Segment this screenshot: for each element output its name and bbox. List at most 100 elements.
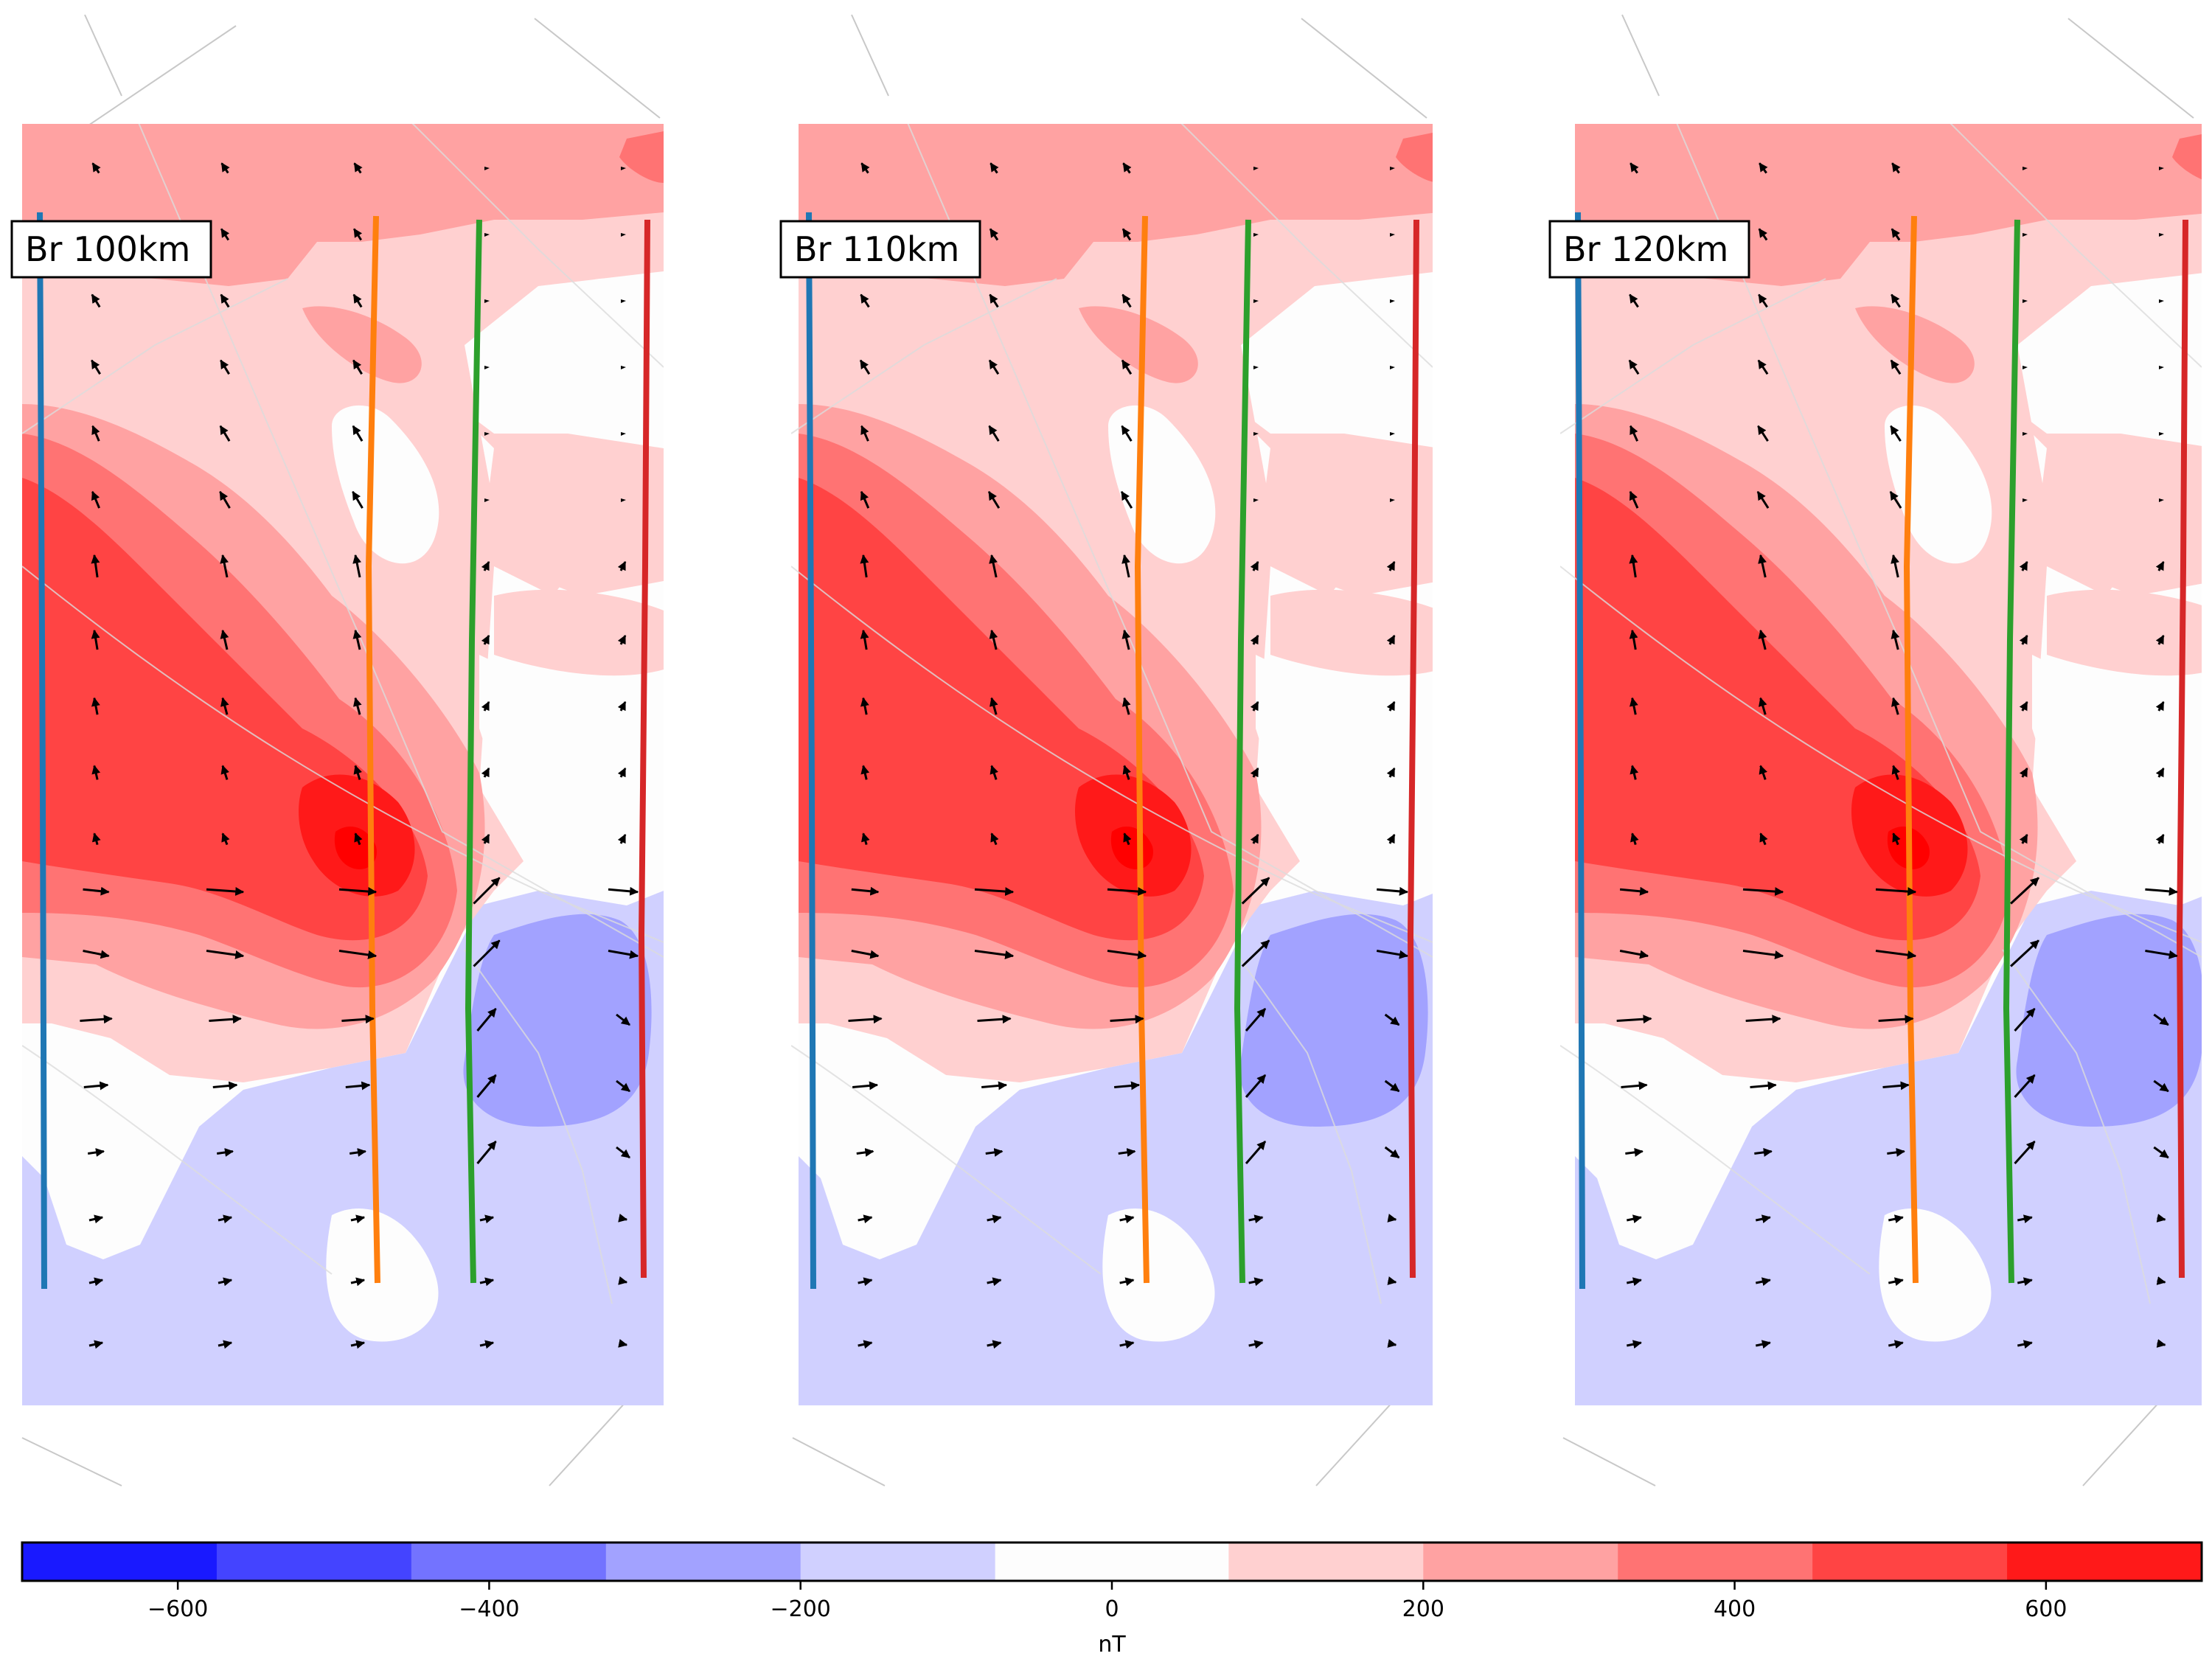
vector-arrow [88,1277,104,1287]
vector-arrow [2155,700,2165,712]
vector-arrow [1390,299,1395,303]
vector-arrow [2014,1007,2036,1032]
vector-arrow [476,1141,497,1164]
vector-arrow [1250,700,1259,712]
vector-arrow [621,432,626,436]
vector-arrow [1742,887,1784,897]
vector-arrow [1889,490,1902,509]
vector-arrow [1754,1147,1773,1157]
vector-arrow [1390,167,1395,170]
colorbar-segment [995,1543,1229,1581]
vector-arrow [1384,1146,1400,1159]
vector-arrow [1245,1141,1267,1164]
vector-arrow [1118,1147,1136,1157]
vector-arrow [2156,1214,2166,1222]
vector-arrow [354,832,363,846]
vector-arrow [1122,765,1131,780]
vector-arrow [83,886,110,896]
vector-arrow [1882,1081,1910,1091]
vector-arrows [1616,162,2178,1349]
colorbar-segment [1812,1543,2008,1581]
vector-arrow [220,629,229,650]
vector-arrow [1629,697,1638,715]
overlay-line-3 [1234,219,1251,1284]
vector-arrow [218,1277,233,1287]
vector-arrow [352,425,364,442]
vector-arrow [1387,1214,1397,1222]
vector-arrow [80,1015,113,1024]
vector-arrow [1621,1081,1648,1091]
colorbar-tick-label: 0 [1105,1596,1119,1622]
vector-arrow [2159,167,2164,170]
vector-arrow [1758,697,1767,715]
vector-arrow [479,1277,495,1287]
vector-arrow [1891,162,1901,174]
vector-arrow [91,359,101,375]
vector-arrow [91,554,100,578]
vector-arrow [2019,700,2028,712]
vector-arrow [91,765,101,780]
vector-arrow [484,432,490,436]
vector-arrow [974,950,1015,960]
overlay-line-1 [37,212,47,1290]
panel-title: Br 120km [1548,220,1750,279]
vector-arrow [1755,1340,1771,1349]
vector-arrow [616,1013,630,1026]
vector-arrow [1890,359,1902,375]
vector-arrow [220,765,229,780]
vector-arrow [1758,228,1768,241]
contour-field [1560,124,2202,1405]
vector-arrow [1875,950,1917,960]
vector-arrow [2010,939,2039,967]
vector-arrow [1626,1340,1642,1349]
vector-arrow [1253,167,1259,170]
vector-arrow [1757,425,1769,442]
vector-arrow [1121,293,1132,308]
panel-title-text: Br 100km [25,229,190,269]
vector-arrow [985,1147,1004,1157]
vector-arrow [858,1214,873,1224]
vector-arrow [352,228,363,241]
vector-arrow [608,950,639,959]
vector-arrow [1114,1081,1141,1091]
vector-arrow [83,1081,109,1091]
vector-arrow [476,1074,497,1098]
vector-arrow [617,634,627,645]
colorbar-segment [605,1543,801,1581]
vector-arrow [1121,228,1132,241]
vector-arrow [1121,425,1133,442]
vector-arrows [80,162,639,1349]
vector-arrow [219,425,231,442]
vector-arrow [1376,950,1408,959]
vector-arrow [1119,1214,1135,1224]
vector-arrow [345,1081,371,1091]
vector-arrow [990,162,999,174]
vector-arrow [987,1277,1002,1287]
vector-arrow [989,697,998,715]
vector-arrow [2159,299,2164,303]
vector-arrow [988,425,1000,442]
colorbar-tick-label: 200 [1402,1596,1444,1622]
colorbar-segment [1228,1543,1424,1581]
vector-arrow [1241,939,1270,967]
vector-arrow [981,1081,1008,1091]
vector-arrow [1250,560,1259,571]
vector-arrow [1253,299,1259,303]
vector-arrow [1745,1015,1781,1024]
vector-arrow [1121,697,1131,715]
vector-arrow [2159,233,2164,237]
vector-arrow [1630,162,1639,174]
overlay-line-2 [1134,215,1150,1284]
colorbar-segment [1618,1543,1813,1581]
vector-arrow [987,490,1001,509]
vector-arrow [353,162,363,174]
vector-arrow [216,1148,234,1157]
colorbar-segment [22,1543,218,1581]
vector-arrow [481,560,490,571]
vector-arrow [2153,1013,2169,1026]
vector-arrow [2023,299,2028,303]
vector-arrow [220,554,229,578]
vector-arrow [1387,1276,1397,1285]
vector-arrow [220,359,230,375]
